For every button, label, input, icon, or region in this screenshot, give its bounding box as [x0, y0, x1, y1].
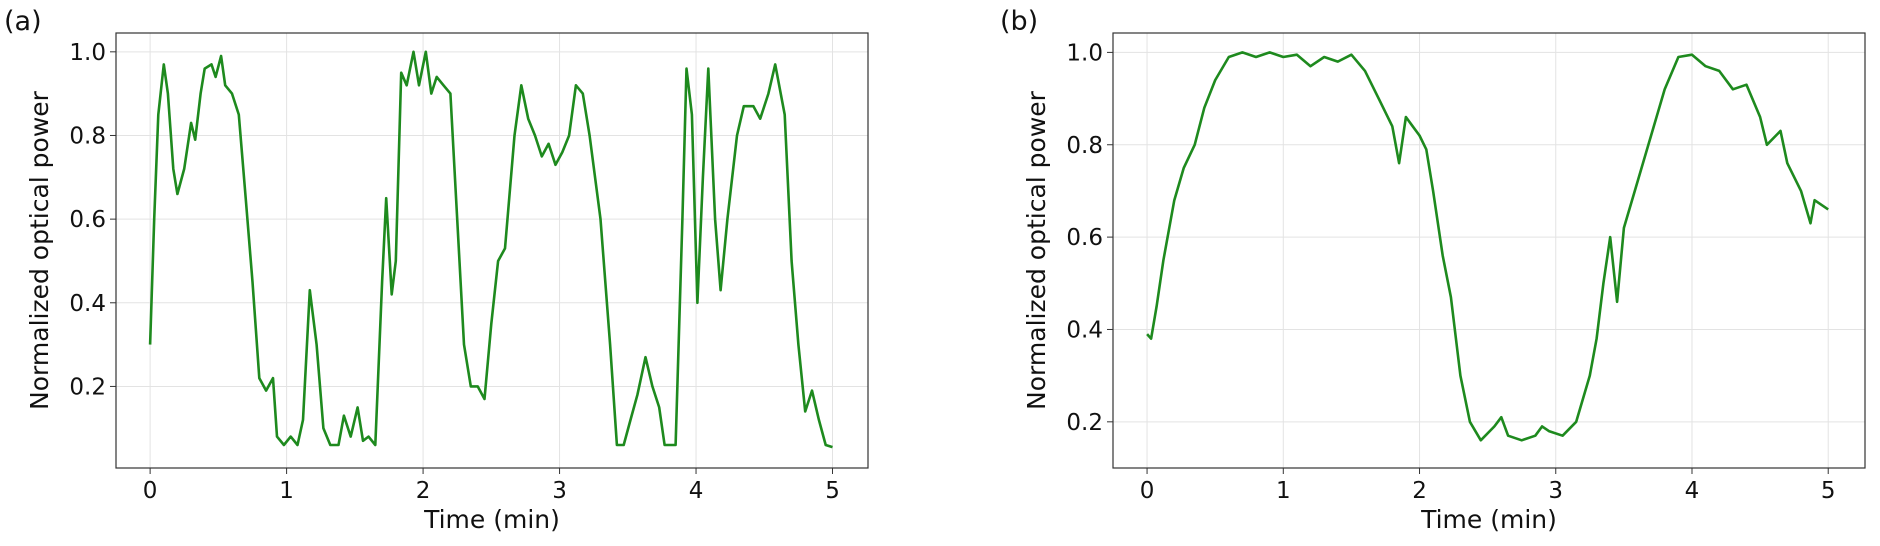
x-tick-label: 0: [143, 478, 158, 504]
x-tick-label: 1: [279, 478, 294, 504]
y-axis-label: Normalized optical power: [1022, 90, 1051, 410]
data-line: [1146, 51, 1829, 442]
plot-frame: [115, 32, 869, 469]
y-tick-label: 1.0: [69, 40, 106, 66]
x-tick-label: 3: [1548, 478, 1563, 504]
x-tick-label: 3: [552, 478, 567, 504]
x-tick-label: 4: [1685, 478, 1700, 504]
y-tick-label: 0.2: [1066, 410, 1103, 436]
panel-label: (a): [4, 6, 42, 37]
x-tick-label: 1: [1276, 478, 1291, 504]
y-tick-label: 0.4: [1066, 317, 1103, 343]
plot-frame: [1112, 32, 1866, 469]
x-tick-label: 2: [1412, 478, 1427, 504]
x-tick-label: 5: [825, 478, 840, 504]
x-tick-label: 2: [416, 478, 431, 504]
x-tick-label: 5: [1821, 478, 1836, 504]
y-tick-label: 0.4: [69, 291, 106, 317]
y-tick-label: 0.8: [69, 123, 106, 149]
x-axis-label: Time (min): [423, 505, 560, 534]
y-axis-label: Normalized optical power: [25, 90, 54, 410]
y-tick-label: 0.6: [69, 207, 106, 233]
panel-label: (b): [1000, 6, 1038, 37]
y-tick-label: 0.2: [69, 374, 106, 400]
data-line: [148, 50, 833, 449]
y-tick-label: 0.8: [1066, 133, 1103, 159]
y-tick-label: 0.6: [1066, 225, 1103, 251]
x-axis-label: Time (min): [1420, 505, 1557, 534]
x-tick-label: 0: [1140, 478, 1155, 504]
y-tick-label: 1.0: [1066, 40, 1103, 66]
x-tick-label: 4: [689, 478, 704, 504]
